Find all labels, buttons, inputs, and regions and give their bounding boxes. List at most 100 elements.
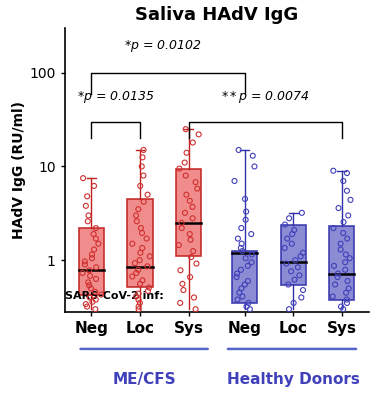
Point [292, 257, 298, 263]
Point [331, 263, 337, 269]
Point [82, 261, 88, 268]
Point [196, 131, 202, 138]
Point [183, 126, 189, 132]
Text: $**p$ = 0.0074: $**p$ = 0.0074 [221, 89, 310, 105]
Point [282, 245, 288, 251]
Point [330, 293, 336, 300]
Point [193, 179, 199, 185]
Point [298, 294, 304, 301]
Point [345, 278, 351, 284]
Point [184, 150, 190, 156]
Point [247, 306, 253, 312]
Point [187, 198, 193, 204]
Point [139, 277, 146, 284]
Point [284, 235, 290, 242]
Point [236, 290, 242, 296]
Bar [176, 168, 201, 256]
Point [330, 225, 336, 231]
Point [93, 276, 99, 282]
Point [144, 263, 150, 270]
Point [180, 287, 187, 293]
Title: Saliva HAdV IgG: Saliva HAdV IgG [135, 6, 298, 24]
Point [300, 250, 306, 256]
Point [91, 183, 97, 189]
Point [286, 306, 292, 312]
Point [193, 306, 199, 312]
Point [285, 281, 291, 288]
Point [79, 270, 86, 276]
Point [139, 154, 146, 160]
Text: SARS-CoV-2 inf:: SARS-CoV-2 inf: [65, 291, 163, 301]
Point [139, 245, 145, 251]
Point [89, 251, 95, 258]
Point [194, 186, 200, 192]
Point [347, 255, 353, 261]
Point [187, 274, 193, 280]
Point [80, 175, 86, 181]
Point [238, 245, 244, 251]
Point [249, 251, 255, 258]
Point [83, 203, 89, 209]
Point [86, 212, 92, 219]
Point [299, 210, 305, 216]
Point [234, 274, 240, 280]
Point [337, 240, 344, 247]
Point [88, 285, 94, 292]
Point [188, 254, 194, 260]
Point [340, 178, 347, 184]
Point [182, 159, 188, 166]
Y-axis label: HAdV IgG (RU/ml): HAdV IgG (RU/ml) [13, 101, 27, 239]
Point [129, 273, 135, 280]
Point [340, 306, 346, 312]
Point [252, 163, 258, 170]
Point [85, 218, 91, 224]
Point [242, 281, 248, 288]
Point [86, 267, 92, 274]
Point [183, 172, 189, 179]
Point [334, 274, 340, 280]
Point [144, 235, 150, 242]
Point [300, 287, 306, 293]
Point [291, 300, 297, 306]
Point [141, 198, 147, 205]
Point [89, 255, 95, 261]
Point [136, 257, 142, 263]
Point [187, 231, 193, 237]
Point [179, 225, 185, 231]
Text: Healthy Donors: Healthy Donors [227, 372, 359, 387]
Point [141, 147, 147, 153]
Point [344, 296, 350, 303]
Point [336, 205, 342, 211]
Point [176, 242, 182, 248]
Point [146, 284, 152, 291]
Point [135, 290, 141, 297]
Point [92, 306, 98, 312]
Point [176, 165, 182, 172]
Point [283, 260, 290, 267]
Point [86, 282, 92, 288]
Point [187, 236, 193, 243]
Point [231, 178, 238, 184]
Point [289, 240, 295, 247]
Point [234, 296, 241, 303]
Point [344, 235, 350, 242]
Point [340, 230, 346, 236]
Point [190, 204, 196, 210]
Point [135, 206, 141, 212]
Point [239, 293, 245, 300]
Point [84, 193, 90, 200]
Point [135, 266, 141, 273]
Point [342, 266, 348, 273]
Point [343, 251, 349, 258]
Point [298, 253, 304, 260]
Point [147, 253, 153, 260]
Point [134, 218, 140, 224]
Point [133, 293, 139, 300]
Point [93, 225, 99, 231]
Point [85, 279, 91, 286]
Point [245, 278, 251, 284]
Point [137, 250, 143, 256]
Point [98, 291, 104, 298]
Point [346, 285, 352, 292]
Point [335, 270, 341, 277]
